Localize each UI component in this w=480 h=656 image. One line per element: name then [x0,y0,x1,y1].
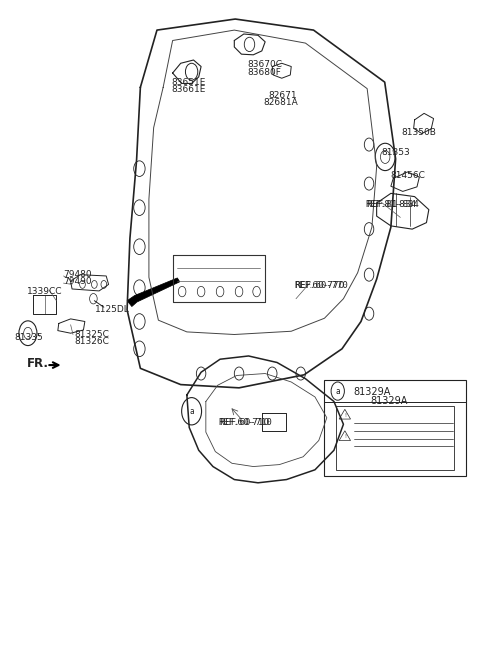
Text: 81325C: 81325C [74,330,109,339]
Text: REF.60-770: REF.60-770 [295,281,348,290]
Text: 81329A: 81329A [371,396,408,406]
Text: REF.60-710: REF.60-710 [219,418,272,427]
Text: REF.60-770: REF.60-770 [295,281,345,290]
Bar [324,380,466,476]
Text: 81353: 81353 [382,148,410,157]
Polygon shape [127,278,180,306]
Text: a: a [336,386,340,396]
Text: 1339CC: 1339CC [26,287,62,296]
Text: 81350B: 81350B [401,129,436,137]
Text: 83680F: 83680F [247,68,281,77]
Text: a: a [189,407,194,417]
Text: FR.: FR. [26,358,48,370]
Text: 83661E: 83661E [171,85,205,94]
Text: 81335: 81335 [14,333,43,342]
Text: 82681A: 82681A [264,98,299,107]
Text: 81326C: 81326C [74,337,109,346]
Text: 81456C: 81456C [391,171,426,180]
Text: 79480: 79480 [63,270,92,279]
Text: 83670C: 83670C [247,60,282,69]
Text: 82671: 82671 [268,91,297,100]
Text: REF.81-834: REF.81-834 [366,200,416,209]
Text: !: ! [344,434,346,439]
Text: 1125DL: 1125DL [96,305,130,314]
Text: 81329A: 81329A [353,387,390,397]
Text: 79490: 79490 [63,277,92,286]
Text: REF.81-834: REF.81-834 [366,200,420,209]
Text: REF.60-710: REF.60-710 [219,418,269,427]
Text: 83651E: 83651E [171,77,205,87]
Bar [336,406,454,470]
Text: !: ! [344,413,346,418]
